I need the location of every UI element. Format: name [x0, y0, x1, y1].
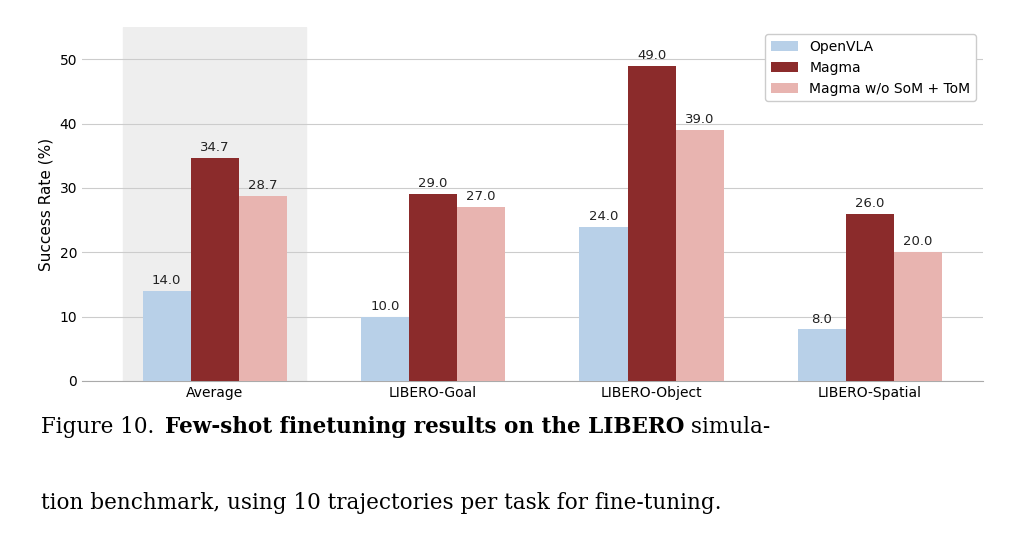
- Bar: [239, 196, 287, 381]
- Bar: [846, 214, 894, 381]
- Bar: [580, 226, 628, 381]
- Bar: [457, 207, 505, 381]
- Bar: [628, 66, 676, 381]
- Text: 27.0: 27.0: [466, 190, 496, 203]
- Text: simula-: simula-: [684, 416, 771, 438]
- Bar: [361, 317, 409, 381]
- Bar: [123, 27, 306, 381]
- Bar: [190, 158, 239, 381]
- Text: 39.0: 39.0: [685, 113, 715, 126]
- Bar: [409, 194, 457, 381]
- Bar: [798, 329, 846, 381]
- Bar: [676, 130, 724, 381]
- Text: 24.0: 24.0: [589, 209, 618, 222]
- Bar: [894, 252, 942, 381]
- Text: Few-shot finetuning results on the LIBERO: Few-shot finetuning results on the LIBER…: [165, 416, 684, 438]
- Bar: [142, 291, 190, 381]
- Legend: OpenVLA, Magma, Magma w/o SoM + ToM: OpenVLA, Magma, Magma w/o SoM + ToM: [765, 34, 976, 101]
- Text: 49.0: 49.0: [637, 49, 667, 62]
- Text: 34.7: 34.7: [200, 141, 229, 154]
- Text: 8.0: 8.0: [811, 312, 833, 325]
- Text: 20.0: 20.0: [903, 236, 933, 249]
- Y-axis label: Success Rate (%): Success Rate (%): [39, 138, 54, 270]
- Text: 29.0: 29.0: [419, 177, 447, 190]
- Text: 14.0: 14.0: [152, 274, 181, 287]
- Text: 10.0: 10.0: [371, 300, 399, 313]
- Text: tion benchmark, using 10 trajectories per task for fine-tuning.: tion benchmark, using 10 trajectories pe…: [41, 492, 722, 514]
- Text: 28.7: 28.7: [248, 180, 278, 193]
- Text: 26.0: 26.0: [855, 197, 885, 210]
- Text: Figure 10.: Figure 10.: [41, 416, 165, 438]
